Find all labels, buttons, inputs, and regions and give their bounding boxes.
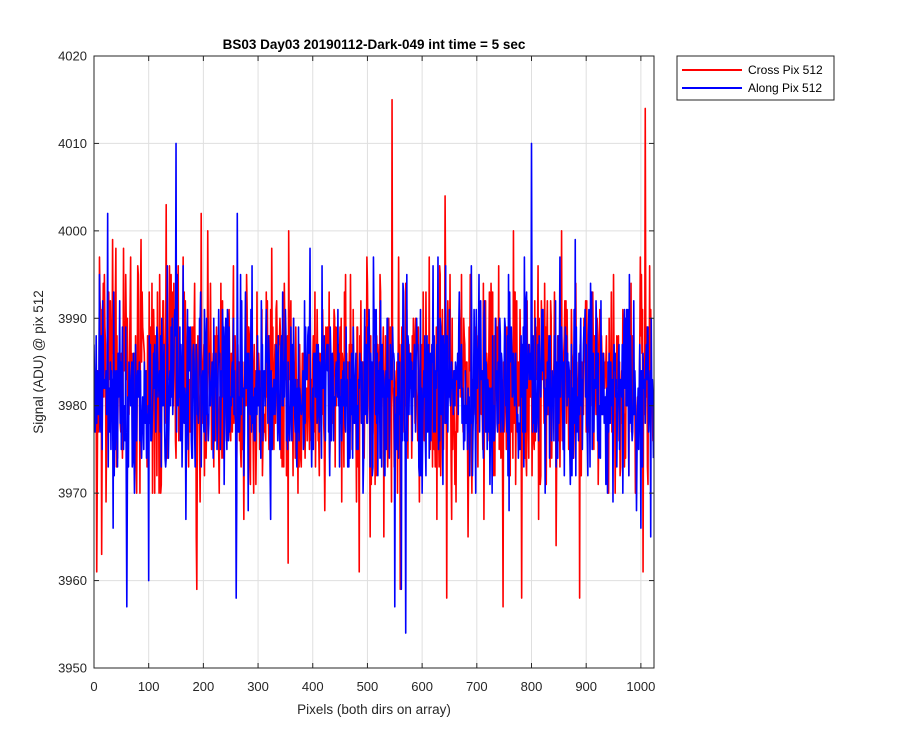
y-tick-label: 4020: [58, 49, 87, 64]
y-tick-label: 4010: [58, 136, 87, 151]
x-tick-label: 200: [193, 679, 215, 694]
y-tick-label: 3970: [58, 486, 87, 501]
plot-frame: [93, 55, 655, 669]
x-tick-label: 500: [357, 679, 379, 694]
y-axis-label: Signal (ADU) @ pix 512: [31, 290, 46, 434]
x-tick-label: 600: [411, 679, 433, 694]
y-tick-label: 4000: [58, 223, 87, 238]
legend-box: [676, 55, 835, 101]
x-tick-label: 400: [302, 679, 324, 694]
legend: Cross Pix 512 Along Pix 512: [676, 55, 835, 101]
x-tick-label: 300: [247, 679, 269, 694]
series-line-along-pix-512: [94, 142, 654, 634]
ticks: [93, 55, 654, 669]
legend-label-cross: Cross Pix 512: [748, 63, 823, 77]
y-tick-label: 3960: [58, 573, 87, 588]
x-tick-label: 0: [90, 679, 97, 694]
legend-label-along: Along Pix 512: [748, 81, 822, 95]
x-tick-label: 900: [575, 679, 597, 694]
x-tick-label: 1000: [626, 679, 655, 694]
x-tick-label: 800: [521, 679, 543, 694]
y-tick-label: 3990: [58, 311, 87, 326]
tick-labels: 0 100 200 300 400 500 600 700 800 900 1000 3950 3960…: [58, 49, 655, 695]
y-tick-label: 3980: [58, 398, 87, 413]
x-tick-label: 100: [138, 679, 160, 694]
chart-title: BS03 Day03 20190112-Dark-049 int time = …: [223, 37, 526, 52]
series-layer: [94, 98, 654, 634]
x-tick-label: 700: [466, 679, 488, 694]
y-tick-label: 3950: [58, 661, 87, 676]
x-axis-label: Pixels (both dirs on array): [297, 702, 451, 717]
